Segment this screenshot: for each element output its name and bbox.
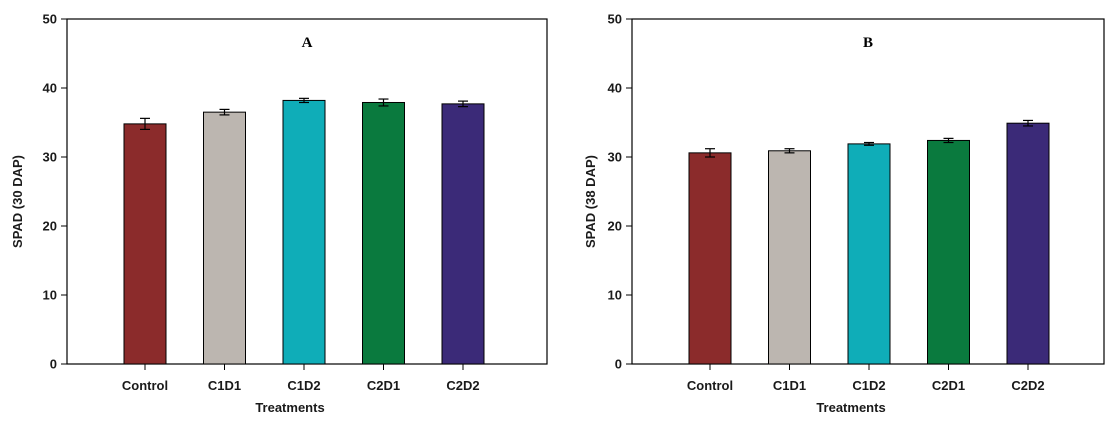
panel-b-y-tick-label: 50 [608,12,622,27]
panel-a-bar-control [123,123,167,365]
panel-a-bar-c1d2 [282,99,326,365]
panel-a-bar-c2d2 [441,103,485,365]
panel-b-x-tick-label: C1D2 [852,378,885,393]
panel-a-x-axis-title: Treatments [255,400,324,415]
panel-b-y-axis-title: SPAD (38 DAP) [583,155,598,248]
panel-b-y-tick-label: 30 [608,150,622,165]
panel-b-x-axis-title: Treatments [816,400,885,415]
panel-a-x-tick-label: C1D1 [208,378,241,393]
panel-a-y-axis-title: SPAD (30 DAP) [10,155,25,248]
panel-b-bar-c1d2 [847,143,891,365]
panel-a-title: A [302,35,313,51]
panel-a-y-tick-label: 0 [50,357,57,372]
panel-a-x-tick-label: C2D1 [367,378,400,393]
panel-a-y-tick-label: 20 [43,219,57,234]
panel-b-y-tick-label: 20 [608,219,622,234]
panel-b-bar-c2d2 [1006,122,1050,365]
panel-a-x-tick-label: Control [122,378,168,393]
panel-b-bar-c1d1 [768,150,811,365]
panel-b-y-tick-label: 40 [608,81,622,96]
panel-a-x-tick-label: C1D2 [287,378,320,393]
panel-b-y-tick-label: 0 [615,357,622,372]
panel-b-x-tick-label: Control [687,378,733,393]
panel-b-bar-control [688,152,732,365]
panel-a-bar-c2d1 [362,101,405,365]
panel-a-y-tick-label: 50 [43,12,57,27]
panel-a-x-tick-label: C2D2 [446,378,479,393]
panel-a-bar-c1d1 [203,111,246,365]
panel-b-x-tick-label: C2D1 [932,378,965,393]
panel-a-y-tick-label: 30 [43,150,57,165]
panel-a-y-tick-label: 10 [43,288,57,303]
panel-b-x-tick-label: C2D2 [1011,378,1044,393]
panel-b-y-tick-label: 10 [608,288,622,303]
panel-b-bar-c2d1 [927,139,970,365]
panel-b-title: B [863,35,873,51]
panel-b-x-tick-label: C1D1 [773,378,806,393]
panel-a-y-tick-label: 40 [43,81,57,96]
